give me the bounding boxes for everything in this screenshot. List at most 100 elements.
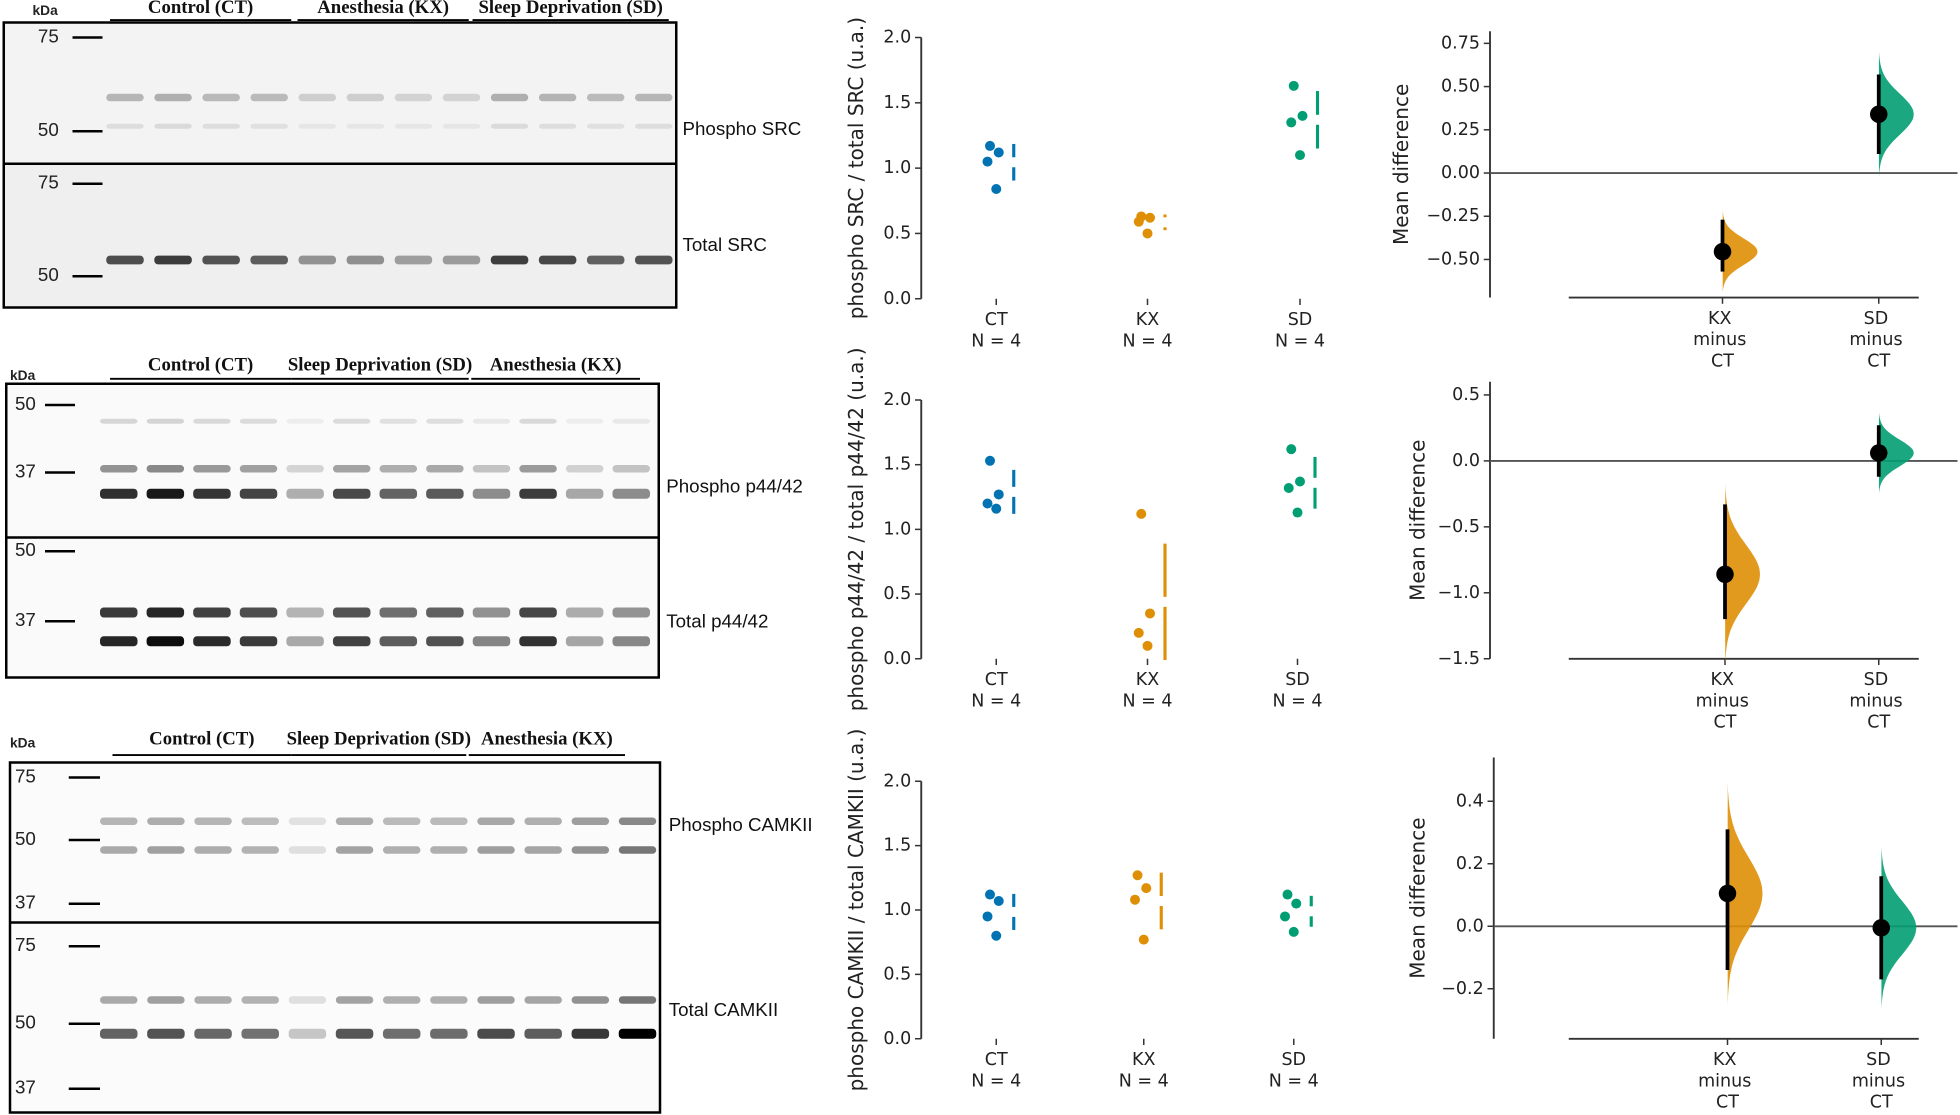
blot-band [426, 418, 464, 424]
blot-band [335, 996, 374, 1004]
blot-band [472, 607, 511, 618]
blot-band [194, 1028, 232, 1039]
marker-label: 37 [15, 1077, 36, 1098]
data-point [1138, 934, 1149, 945]
blot-band [106, 255, 144, 265]
y-tick-label: 0.2 [1456, 854, 1484, 874]
blot-band [442, 255, 481, 265]
x-tick-label: SD [1288, 310, 1313, 330]
data-point [1136, 508, 1147, 519]
blot-band [519, 488, 557, 499]
group-header: Sleep Deprivation (SD) [478, 0, 662, 18]
blot-label: Phospho SRC [683, 118, 802, 139]
y-tick-label: 0.5 [883, 964, 911, 984]
blot-band [382, 817, 421, 825]
data-point [1142, 640, 1153, 651]
y-tick-label: 0.5 [883, 223, 911, 243]
kda-label: kDa [10, 735, 36, 750]
blot-band [239, 607, 278, 618]
x-tick-label: SD [1281, 1050, 1306, 1070]
blot-label: Total SRC [683, 234, 767, 255]
blot-band [147, 817, 185, 825]
blot-band [426, 607, 464, 618]
blot-band [100, 817, 138, 825]
blot-band [382, 1028, 421, 1039]
y-tick-label: 1.0 [883, 158, 911, 178]
blot-band [194, 846, 232, 854]
blot-band [298, 255, 337, 265]
x-tick-label: KX [1132, 1050, 1155, 1070]
blot-band [286, 488, 324, 499]
blot-label: Total CAMKII [669, 999, 778, 1020]
data-point [1132, 870, 1143, 881]
data-point [993, 147, 1004, 158]
marker-label: 37 [15, 609, 36, 630]
blot-band [100, 465, 138, 473]
x-tick-label: KX minus CT [1698, 1050, 1757, 1113]
data-point [985, 889, 995, 900]
blot-band [442, 123, 481, 129]
n-label: N = 4 [1275, 331, 1325, 351]
blot-band [538, 255, 577, 265]
mean-difference [1870, 444, 1888, 462]
y-tick-label: 0.00 [1441, 163, 1480, 183]
x-tick-label-line: CT [1870, 1093, 1893, 1113]
x-tick-label-line: CT [1711, 351, 1734, 371]
blot-band [193, 636, 231, 647]
y-tick-label: 1.5 [883, 93, 911, 113]
y-axis-label: Mean difference [1405, 440, 1429, 601]
bootstrap-distribution [1881, 843, 1917, 1012]
blot-band [154, 255, 192, 265]
blot-band [635, 93, 673, 102]
blot-band [612, 465, 650, 473]
kda-label: kDa [10, 368, 36, 383]
blot-band [193, 465, 231, 473]
blot-band [571, 817, 610, 825]
group-header: Anesthesia (KX) [490, 355, 622, 376]
data-point [1141, 883, 1152, 894]
blot-band [379, 607, 418, 618]
marker-label: 75 [15, 934, 36, 955]
blot-band [335, 846, 374, 854]
x-tick-label-line: minus [1693, 330, 1752, 350]
y-tick-label: −0.2 [1441, 979, 1484, 999]
blot-band [382, 846, 421, 854]
y-tick-label: 0.75 [1441, 33, 1480, 53]
data-point [982, 911, 993, 922]
blot-band [147, 996, 185, 1004]
y-tick-label: 0.0 [883, 649, 911, 669]
blot-band [442, 93, 481, 102]
blot-band [100, 996, 138, 1004]
blot-band [286, 636, 324, 647]
blot-band [298, 123, 337, 129]
blot-band [241, 996, 279, 1004]
blot-band [618, 1028, 657, 1039]
mean-difference [1718, 884, 1737, 903]
data-point [982, 156, 993, 167]
blot-band [524, 846, 562, 854]
y-tick-label: −1.0 [1438, 583, 1481, 603]
y-tick-label: −0.50 [1426, 249, 1480, 269]
y-tick-label: −0.25 [1426, 206, 1480, 226]
blot-band [394, 93, 433, 102]
y-tick-label: −0.5 [1438, 517, 1481, 537]
x-tick-label-line: minus [1849, 691, 1908, 711]
blot-band [379, 488, 418, 499]
marker-label: 75 [15, 765, 36, 786]
data-point [993, 489, 1004, 500]
blot-band [430, 817, 468, 825]
y-tick-label: 0.25 [1441, 120, 1480, 140]
blot-band [618, 996, 657, 1004]
mean-difference [1872, 919, 1890, 937]
y-tick-label: 0.5 [1452, 385, 1480, 405]
y-tick-label: 2.0 [883, 771, 911, 791]
n-label: N = 4 [1272, 691, 1322, 711]
x-tick-label-line: CT [1867, 351, 1890, 371]
group-header: Sleep Deprivation (SD) [287, 728, 471, 749]
blot-frame [5, 382, 660, 679]
y-tick-label: −1.5 [1438, 649, 1481, 669]
blot-band [472, 488, 511, 499]
blot-membrane [10, 762, 660, 923]
blot-band [239, 465, 278, 473]
